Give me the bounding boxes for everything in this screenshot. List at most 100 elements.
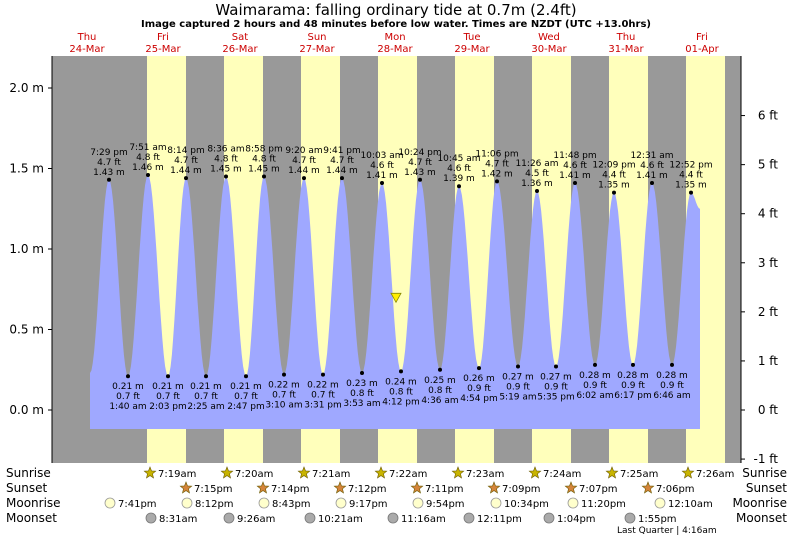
- sunrise-icon: [528, 466, 542, 479]
- moonset-time: 12:11pm: [477, 514, 522, 525]
- low-tide-ft: 0.9 ft: [660, 381, 684, 391]
- low-tide-point: [516, 364, 520, 369]
- sunrise-row-label: Sunrise: [6, 466, 51, 480]
- high-tide-point: [689, 190, 693, 195]
- day-date: 27-Mar: [299, 44, 335, 55]
- moonset-icon: [387, 512, 399, 524]
- low-tide-point: [477, 366, 481, 371]
- moonrise-row-label: Moonrise: [6, 496, 61, 510]
- day-name: Sun: [307, 32, 326, 43]
- low-tide-point: [438, 367, 442, 372]
- moonset-time: 11:16am: [401, 514, 446, 525]
- high-tide-m: 1.44 m: [326, 166, 358, 176]
- moonset-icon: [223, 512, 235, 524]
- high-tide-m: 1.44 m: [170, 166, 202, 176]
- high-tide-ft: 4.7 ft: [330, 156, 354, 166]
- moonset-time: 9:26am: [237, 514, 275, 525]
- high-tide-point: [146, 172, 150, 177]
- left-tick-label: 0.5 m: [9, 323, 44, 337]
- high-tide-ft: 4.7 ft: [174, 156, 198, 166]
- high-tide-time: 10:45 am: [437, 154, 480, 164]
- sunset-time: 7:15pm: [194, 484, 233, 495]
- high-tide-time: 9:41 pm: [323, 146, 361, 156]
- high-tide-ft: 4.6 ft: [563, 161, 587, 171]
- chart-title: Waimarama: falling ordinary tide at 0.7m…: [215, 1, 576, 19]
- high-tide-point: [184, 176, 188, 181]
- high-tide-time: 7:29 pm: [90, 148, 128, 158]
- day-name: Mon: [384, 32, 405, 43]
- high-tide-m: 1.45 m: [210, 165, 242, 175]
- low-tide-time: 6:46 am: [653, 391, 690, 401]
- sunrise-time: 7:21am: [312, 469, 350, 480]
- high-tide-m: 1.35 m: [675, 181, 707, 191]
- sunset-row-label-right: Sunset: [746, 481, 787, 495]
- day-date: 31-Mar: [608, 44, 644, 55]
- low-tide-point: [126, 374, 130, 379]
- moonset-row-label: Moonset: [6, 511, 57, 525]
- high-tide-m: 1.45 m: [248, 165, 280, 175]
- moonset-icon: [463, 512, 475, 524]
- day-name: Sat: [232, 32, 248, 43]
- low-tide-ft: 0.8 ft: [389, 387, 413, 397]
- high-tide-ft: 4.7 ft: [485, 159, 509, 169]
- high-tide-point: [418, 177, 422, 182]
- day-date: 25-Mar: [145, 44, 181, 55]
- low-tide-point: [670, 362, 674, 367]
- right-tick-label: -1 ft: [754, 452, 779, 466]
- day-date: 01-Apr: [685, 44, 719, 55]
- low-tide-time: 4:12 pm: [382, 397, 420, 407]
- moonset-icon: [543, 512, 555, 524]
- high-tide-ft: 4.6 ft: [447, 164, 471, 174]
- high-tide-point: [340, 176, 344, 181]
- sunset-icon: [487, 481, 501, 494]
- sunrise-icon: [451, 466, 465, 479]
- low-tide-ft: 0.8 ft: [350, 389, 374, 399]
- low-tide-ft: 0.7 ft: [234, 392, 258, 402]
- low-tide-m: 0.26 m: [463, 374, 495, 384]
- high-tide-point: [224, 174, 228, 179]
- sunrise-icon: [297, 466, 311, 479]
- low-tide-m: 0.22 m: [307, 381, 339, 391]
- sunset-icon: [410, 481, 424, 494]
- sunrise-time: 7:20am: [235, 469, 273, 480]
- sunset-time: 7:14pm: [271, 484, 310, 495]
- high-tide-m: 1.43 m: [93, 168, 125, 178]
- low-tide-m: 0.21 m: [230, 382, 262, 392]
- day-date: 29-Mar: [454, 44, 490, 55]
- moonset-icon: [624, 512, 636, 524]
- moonrise-icon: [490, 497, 502, 509]
- sunrise-icon: [143, 466, 157, 479]
- right-tick-label: 1 ft: [758, 354, 778, 368]
- high-tide-point: [107, 177, 111, 182]
- low-tide-point: [321, 372, 325, 377]
- sunrise-time: 7:22am: [389, 469, 427, 480]
- right-tick-label: 5 ft: [758, 158, 778, 172]
- low-tide-ft: 0.7 ft: [272, 391, 296, 401]
- moonrise-time: 7:41pm: [118, 499, 157, 510]
- sunrise-time: 7:19am: [158, 469, 196, 480]
- sunset-time: 7:11pm: [425, 484, 464, 495]
- moonset-row-label-right: Moonset: [736, 511, 787, 525]
- low-tide-time: 2:47 pm: [227, 402, 265, 412]
- high-tide-ft: 4.6 ft: [370, 161, 394, 171]
- low-tide-ft: 0.9 ft: [506, 383, 530, 393]
- high-tide-point: [650, 180, 654, 185]
- high-tide-m: 1.42 m: [481, 169, 513, 179]
- low-tide-point: [593, 362, 597, 367]
- sunrise-time: 7:25am: [620, 469, 658, 480]
- low-tide-m: 0.27 m: [502, 373, 534, 383]
- sunrise-time: 7:23am: [466, 469, 504, 480]
- day-name: Tue: [462, 32, 480, 43]
- low-tide-m: 0.21 m: [112, 382, 144, 392]
- high-tide-point: [495, 179, 499, 184]
- low-tide-m: 0.22 m: [268, 381, 300, 391]
- sunset-time: 7:07pm: [579, 484, 618, 495]
- day-date: 28-Mar: [377, 44, 413, 55]
- high-tide-point: [612, 190, 616, 195]
- low-tide-time: 3:53 am: [343, 399, 380, 409]
- day-name: Fri: [157, 32, 169, 43]
- day-name: Wed: [538, 32, 560, 43]
- right-tick-label: 3 ft: [758, 256, 778, 270]
